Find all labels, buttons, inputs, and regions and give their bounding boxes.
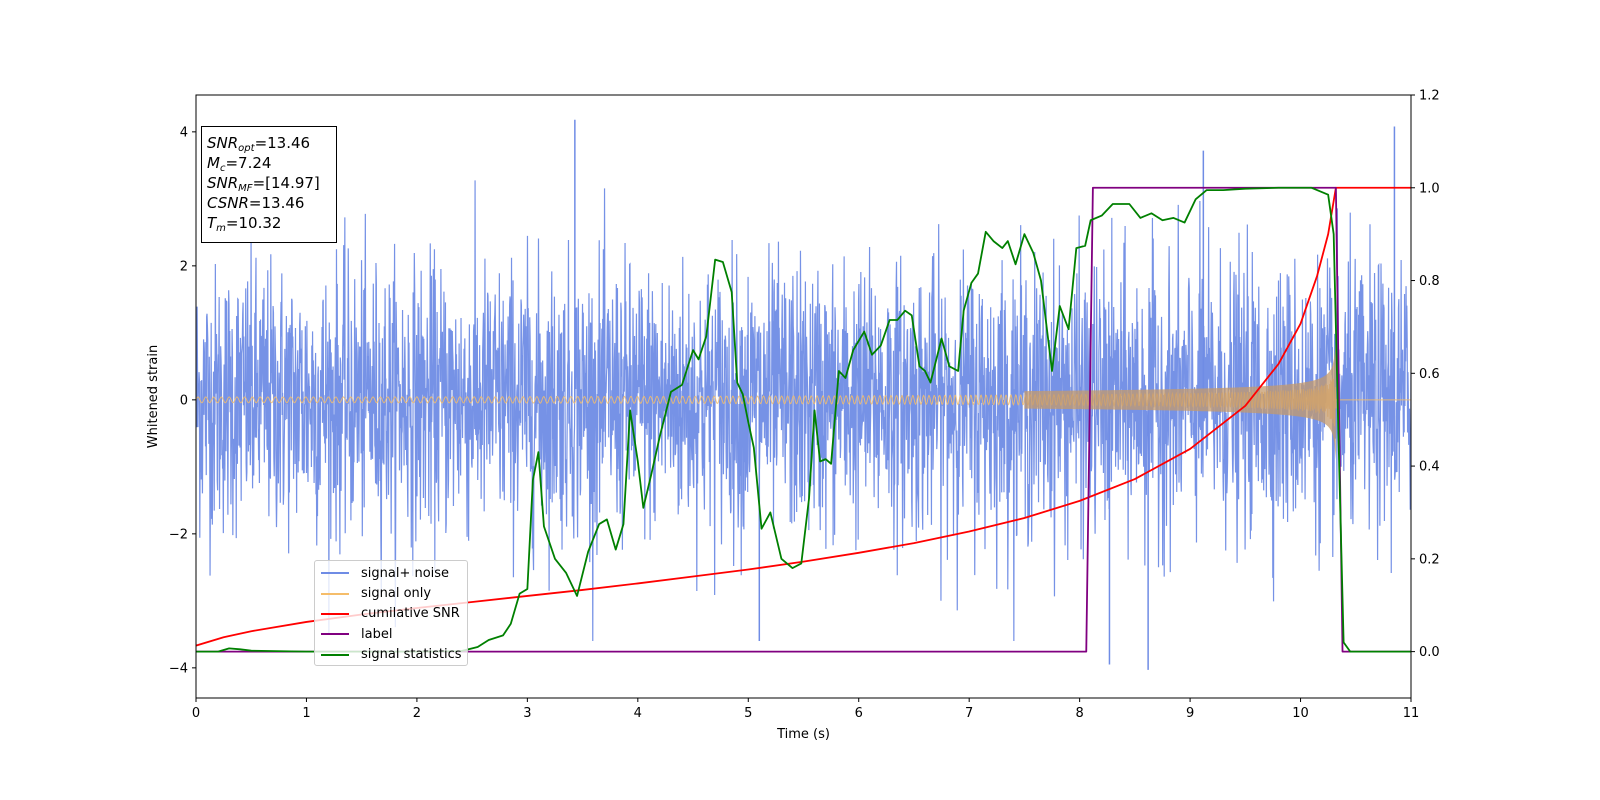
x-axis: 0 1 2 3 4 5 6 7 8 9 10 11 bbox=[192, 698, 1419, 721]
legend-swatch bbox=[321, 653, 349, 656]
legend-item: signal+ noise bbox=[321, 563, 461, 583]
merger-time-row: Tm=10.32 bbox=[207, 214, 282, 234]
x-tick-label: 10 bbox=[1292, 706, 1309, 721]
y-left-tick-label: 4 bbox=[180, 125, 188, 140]
legend-swatch bbox=[321, 592, 349, 595]
y-axis-label: Whitened strain bbox=[146, 345, 161, 448]
legend-label: signal only bbox=[361, 586, 432, 602]
x-tick-label: 2 bbox=[413, 706, 421, 721]
y-right-tick-label: 1.2 bbox=[1419, 89, 1440, 104]
y-right-tick-label: 1.0 bbox=[1419, 181, 1440, 196]
legend-label: label bbox=[361, 626, 393, 642]
x-tick-label: 7 bbox=[965, 706, 973, 721]
legend: signal+ noise signal only cumilative SNR… bbox=[314, 560, 468, 666]
csnr-row: CSNR=13.46 bbox=[207, 194, 305, 212]
snr-opt-row: SNRopt=13.46 bbox=[207, 134, 311, 154]
csnr-value: =13.46 bbox=[248, 194, 305, 212]
y-right-tick-label: 0.4 bbox=[1419, 460, 1440, 475]
x-axis-label: Time (s) bbox=[776, 727, 830, 742]
legend-swatch bbox=[321, 572, 349, 575]
x-tick-label: 8 bbox=[1075, 706, 1083, 721]
x-tick-label: 6 bbox=[855, 706, 863, 721]
y-axis-right: 0.0 0.2 0.4 0.6 0.8 1.0 1.2 bbox=[1411, 89, 1440, 660]
y-left-tick-label: 2 bbox=[180, 259, 188, 274]
legend-item: signal statistics bbox=[321, 645, 462, 665]
series-signal-statistics-line bbox=[196, 186, 1411, 653]
x-tick-label: 9 bbox=[1186, 706, 1194, 721]
snr-mf-value: =[14.97] bbox=[252, 174, 320, 192]
y-right-tick-label: 0.0 bbox=[1419, 645, 1440, 660]
x-tick-label: 11 bbox=[1403, 706, 1420, 721]
y-axis-left: −4 −2 0 2 4 bbox=[169, 125, 196, 676]
y-left-tick-label: −2 bbox=[169, 527, 188, 542]
merger-time-value: =10.32 bbox=[225, 214, 282, 232]
x-tick-label: 1 bbox=[302, 706, 310, 721]
legend-item: signal only bbox=[321, 583, 461, 603]
snr-mf-row: SNRMF=[14.97] bbox=[207, 174, 320, 194]
x-tick-label: 5 bbox=[744, 706, 752, 721]
y-left-tick-label: −4 bbox=[169, 661, 188, 676]
chirp-mass-value: =7.24 bbox=[225, 154, 272, 172]
legend-item: label bbox=[321, 624, 461, 644]
snr-opt-value: =13.46 bbox=[254, 134, 311, 152]
x-tick-label: 4 bbox=[634, 706, 642, 721]
y-left-tick-label: 0 bbox=[180, 393, 188, 408]
series-signal-noise-line bbox=[196, 180, 1411, 642]
y-right-tick-label: 0.8 bbox=[1419, 274, 1440, 289]
legend-label: signal statistics bbox=[361, 647, 462, 663]
signal-envelope-fill bbox=[1024, 340, 1336, 460]
chirp-mass-row: Mc=7.24 bbox=[207, 154, 272, 174]
snr-annotation-box: SNRopt=13.46 Mc=7.24 SNRMF=[14.97] CSNR=… bbox=[201, 126, 337, 243]
legend-label: signal+ noise bbox=[361, 565, 450, 581]
plot-frame bbox=[195, 94, 1412, 699]
x-tick-label: 0 bbox=[192, 706, 200, 721]
legend-item: cumilative SNR bbox=[321, 604, 461, 624]
legend-swatch bbox=[321, 633, 349, 636]
legend-swatch bbox=[321, 612, 349, 615]
legend-label: cumilative SNR bbox=[361, 606, 460, 622]
y-right-tick-label: 0.6 bbox=[1419, 367, 1440, 382]
x-tick-label: 3 bbox=[523, 706, 531, 721]
y-right-tick-label: 0.2 bbox=[1419, 552, 1440, 567]
